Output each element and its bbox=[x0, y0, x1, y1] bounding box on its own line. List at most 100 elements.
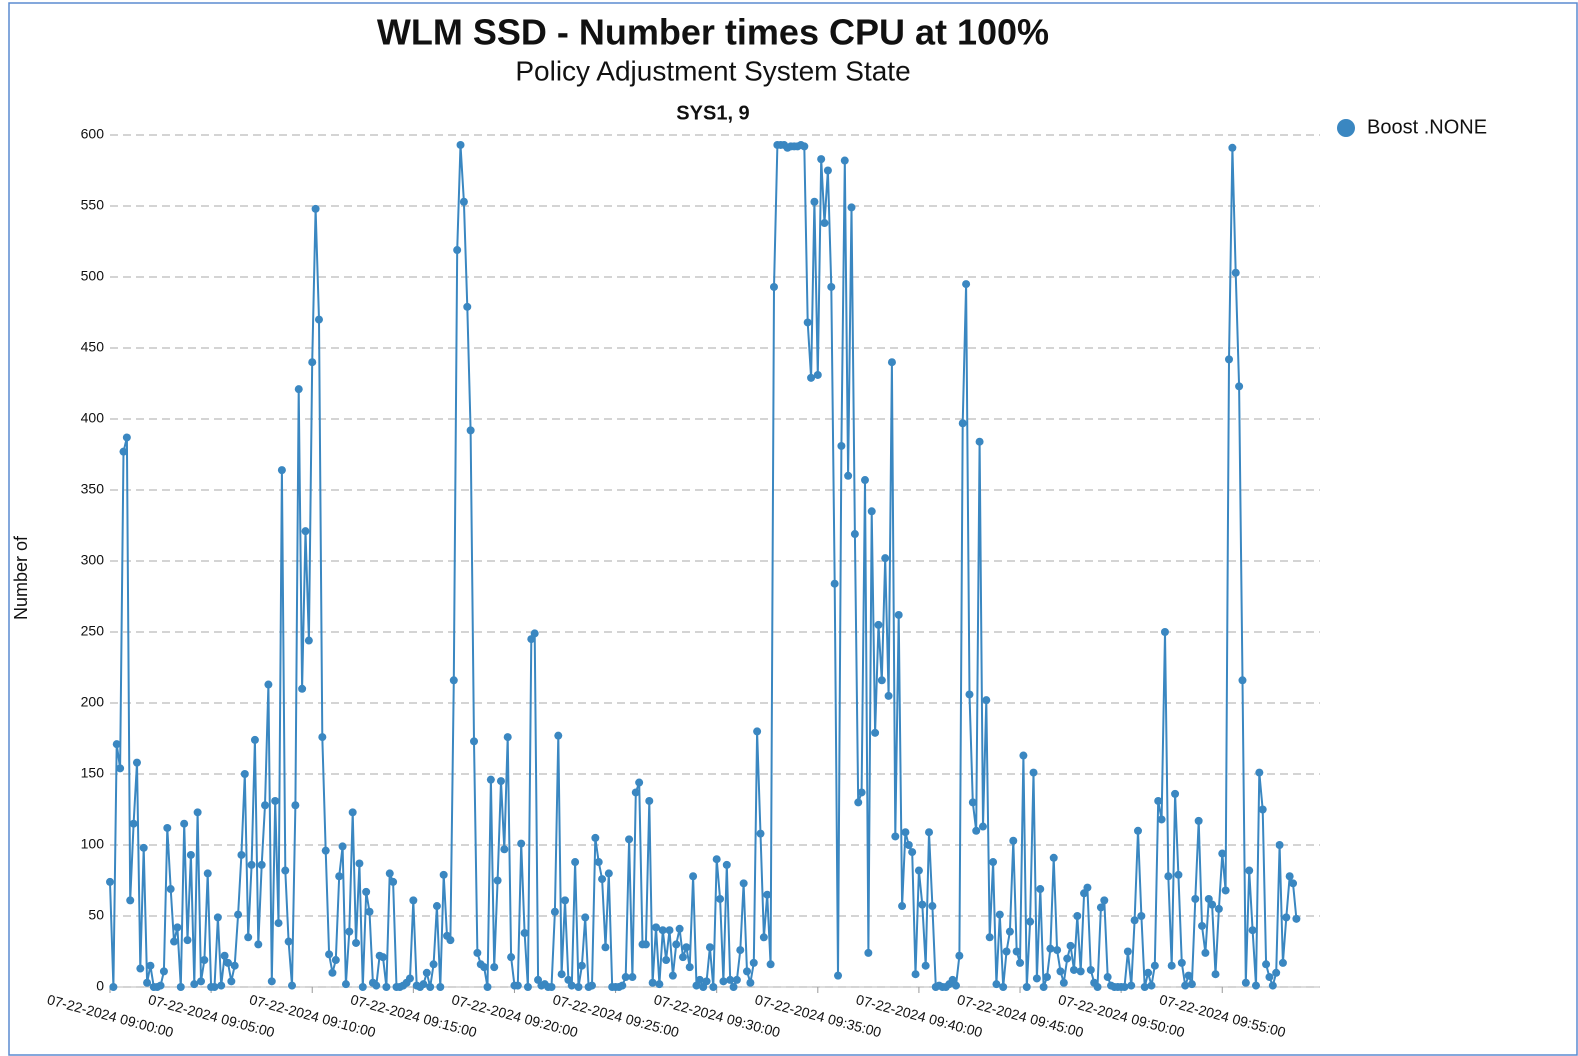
data-point bbox=[732, 975, 741, 984]
data-point bbox=[908, 848, 917, 857]
data-point bbox=[308, 358, 317, 367]
data-point bbox=[1063, 954, 1072, 963]
data-point bbox=[466, 426, 475, 435]
data-point bbox=[850, 530, 859, 539]
data-point bbox=[1198, 921, 1207, 930]
data-point bbox=[746, 978, 755, 987]
data-point bbox=[119, 447, 128, 456]
chart-title: WLM SSD - Number times CPU at 100% bbox=[377, 12, 1049, 53]
data-point bbox=[1056, 967, 1065, 976]
data-point bbox=[362, 887, 371, 896]
data-point bbox=[1147, 981, 1156, 990]
data-point bbox=[459, 197, 468, 206]
data-point bbox=[389, 877, 398, 886]
data-point bbox=[109, 983, 118, 991]
data-point bbox=[561, 896, 570, 905]
data-point bbox=[1194, 816, 1203, 825]
data-point bbox=[736, 946, 745, 955]
data-point bbox=[129, 819, 138, 828]
data-point bbox=[972, 826, 981, 835]
data-point bbox=[1221, 886, 1230, 895]
data-point bbox=[1019, 751, 1028, 760]
data-point bbox=[817, 155, 826, 164]
data-point bbox=[1130, 916, 1139, 925]
data-point bbox=[1012, 947, 1021, 956]
y-tick-label: 100 bbox=[81, 836, 105, 852]
data-point bbox=[446, 936, 455, 945]
data-point bbox=[705, 943, 714, 952]
data-point bbox=[372, 981, 381, 990]
data-point bbox=[530, 629, 539, 638]
data-point bbox=[281, 866, 290, 875]
data-point bbox=[1076, 967, 1085, 976]
data-point bbox=[1231, 268, 1240, 277]
data-point bbox=[621, 973, 630, 982]
data-point bbox=[304, 636, 313, 645]
data-point bbox=[1251, 981, 1260, 990]
data-point bbox=[1292, 914, 1301, 923]
data-point bbox=[126, 896, 135, 905]
data-point bbox=[854, 798, 863, 807]
data-point bbox=[1164, 872, 1173, 881]
data-point bbox=[186, 850, 195, 859]
data-point bbox=[898, 902, 907, 911]
data-point bbox=[321, 846, 330, 855]
data-point bbox=[1036, 885, 1045, 894]
data-point bbox=[716, 894, 725, 903]
data-point bbox=[1191, 894, 1200, 903]
y-tick-label: 200 bbox=[81, 694, 105, 710]
data-point bbox=[520, 929, 529, 938]
data-point bbox=[503, 733, 512, 742]
data-point bbox=[1016, 958, 1025, 967]
data-point bbox=[294, 385, 303, 394]
data-point bbox=[1042, 973, 1051, 982]
data-point bbox=[1275, 841, 1284, 849]
data-point bbox=[513, 981, 522, 990]
data-point bbox=[925, 828, 934, 837]
y-tick-label: 0 bbox=[96, 978, 104, 994]
data-point bbox=[827, 282, 836, 291]
data-point bbox=[631, 788, 640, 797]
data-point bbox=[904, 841, 913, 849]
data-point bbox=[695, 975, 704, 984]
data-point bbox=[719, 977, 728, 986]
data-point bbox=[1258, 805, 1267, 814]
data-point bbox=[1073, 912, 1082, 920]
legend-label: Boost .NONE bbox=[1367, 116, 1487, 138]
data-point bbox=[1002, 947, 1011, 956]
data-point bbox=[500, 845, 509, 854]
data-point bbox=[159, 967, 168, 976]
series-line bbox=[109, 143, 1298, 990]
data-point bbox=[759, 933, 768, 942]
data-point bbox=[210, 983, 219, 991]
data-point bbox=[1214, 904, 1223, 913]
data-point bbox=[463, 302, 472, 311]
data-point bbox=[274, 919, 283, 928]
data-point bbox=[341, 980, 350, 989]
data-point bbox=[301, 527, 310, 536]
data-point bbox=[901, 828, 910, 837]
data-point bbox=[419, 980, 428, 989]
data-point bbox=[951, 981, 960, 990]
data-point bbox=[1049, 853, 1058, 862]
data-point bbox=[136, 964, 145, 973]
data-point bbox=[449, 676, 458, 685]
data-point bbox=[217, 981, 226, 990]
y-tick-label: 50 bbox=[88, 907, 104, 923]
data-point bbox=[702, 977, 711, 986]
data-point bbox=[1083, 883, 1092, 892]
data-point bbox=[1123, 947, 1132, 956]
data-point bbox=[978, 822, 987, 831]
data-point bbox=[813, 370, 822, 379]
data-point bbox=[1167, 961, 1176, 970]
data-point bbox=[571, 858, 580, 867]
data-point bbox=[132, 758, 141, 767]
data-point bbox=[891, 832, 900, 841]
data-point bbox=[1120, 983, 1129, 991]
data-point bbox=[139, 843, 148, 852]
data-point bbox=[604, 869, 613, 878]
data-point bbox=[652, 923, 661, 932]
data-point bbox=[1238, 676, 1247, 685]
data-point bbox=[985, 933, 994, 942]
